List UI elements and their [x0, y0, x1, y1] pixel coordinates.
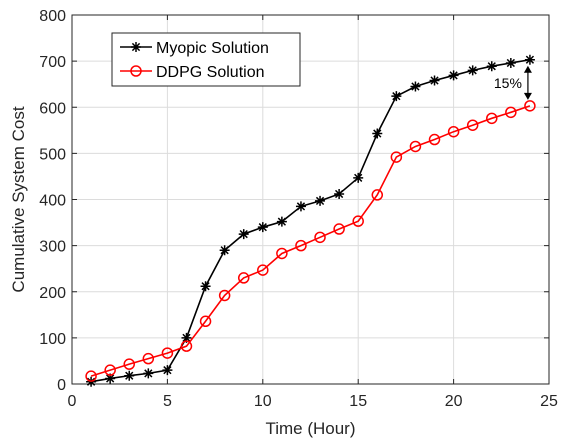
data-point — [333, 223, 345, 235]
data-point — [124, 370, 135, 381]
data-point — [257, 264, 269, 276]
data-point — [505, 57, 516, 68]
x-tick-label: 5 — [163, 393, 172, 410]
y-tick-label: 500 — [39, 146, 66, 163]
y-tick-label: 400 — [39, 193, 66, 210]
annotation-arrowhead-up — [523, 65, 532, 73]
data-point — [353, 172, 364, 183]
data-point — [199, 315, 212, 328]
data-point — [142, 352, 155, 365]
y-tick-label: 600 — [39, 100, 66, 117]
data-point — [486, 112, 498, 125]
data-point — [352, 215, 364, 227]
data-point — [295, 239, 307, 252]
annotation-label: 15% — [494, 75, 522, 91]
data-point — [371, 189, 384, 201]
data-point — [391, 91, 402, 102]
y-tick-label: 700 — [39, 54, 66, 71]
data-point — [161, 347, 174, 359]
legend-marker — [131, 42, 141, 52]
data-point — [448, 70, 459, 81]
data-point — [466, 119, 479, 131]
legend-marker — [130, 65, 142, 77]
y-axis-title: Cumulative System Cost — [9, 106, 28, 292]
data-point — [237, 272, 250, 284]
series-myopic — [86, 54, 535, 387]
x-tick-label: 10 — [254, 393, 272, 410]
data-point — [123, 358, 135, 370]
legend-entry: DDPG Solution — [120, 64, 265, 81]
data-point — [410, 81, 421, 92]
y-tick-label: 800 — [39, 8, 66, 25]
data-point — [104, 364, 116, 376]
x-tick-label: 25 — [540, 393, 558, 410]
data-point — [143, 368, 154, 379]
legend: Myopic Solution DDPG Solution — [111, 32, 301, 87]
annotation: 15% — [494, 65, 532, 100]
legend-entries: Myopic Solution DDPG Solution — [120, 40, 269, 81]
data-point — [257, 222, 268, 233]
axis-ticks: 0 5 10 15 20 25 0 100 200 300 400 500 600 700 800 — [39, 8, 558, 410]
data-point — [180, 340, 193, 352]
data-point — [276, 216, 287, 227]
data-point — [428, 133, 441, 146]
data-point — [295, 201, 306, 212]
x-tick-label: 20 — [445, 393, 463, 410]
data-point — [505, 106, 517, 119]
legend-label: DDPG Solution — [156, 64, 265, 81]
data-point — [162, 365, 173, 376]
data-point — [467, 65, 478, 76]
data-point — [486, 61, 497, 72]
data-point — [409, 140, 422, 153]
legend-label: Myopic Solution — [156, 40, 269, 57]
data-point — [447, 125, 460, 138]
legend-entry: Myopic Solution — [120, 40, 269, 57]
y-tick-label: 200 — [39, 285, 66, 302]
data-point — [276, 247, 288, 260]
data-point — [238, 229, 249, 240]
series-ddpg — [85, 100, 536, 382]
legend-box — [111, 32, 301, 87]
data-point — [334, 188, 345, 199]
y-tick-label: 100 — [39, 331, 66, 348]
data-point — [524, 54, 535, 65]
data-point — [372, 128, 383, 139]
y-tick-label: 0 — [57, 377, 66, 394]
data-point — [315, 195, 326, 206]
data-point — [219, 245, 230, 256]
data-point — [314, 231, 326, 244]
data-point — [429, 75, 440, 86]
data-point — [390, 151, 403, 163]
data-point — [105, 373, 116, 384]
data-point — [181, 332, 192, 343]
series-line — [90, 105, 531, 377]
series-layer — [85, 54, 536, 387]
data-point — [524, 100, 536, 112]
y-tick-label: 300 — [39, 239, 66, 256]
annotation-arrowhead-down — [523, 92, 532, 100]
x-tick-label: 15 — [349, 393, 367, 410]
x-axis-title: Time (Hour) — [265, 419, 355, 438]
data-point — [85, 370, 97, 382]
data-point — [200, 281, 211, 292]
x-tick-label: 0 — [68, 393, 77, 410]
data-point — [218, 289, 231, 302]
